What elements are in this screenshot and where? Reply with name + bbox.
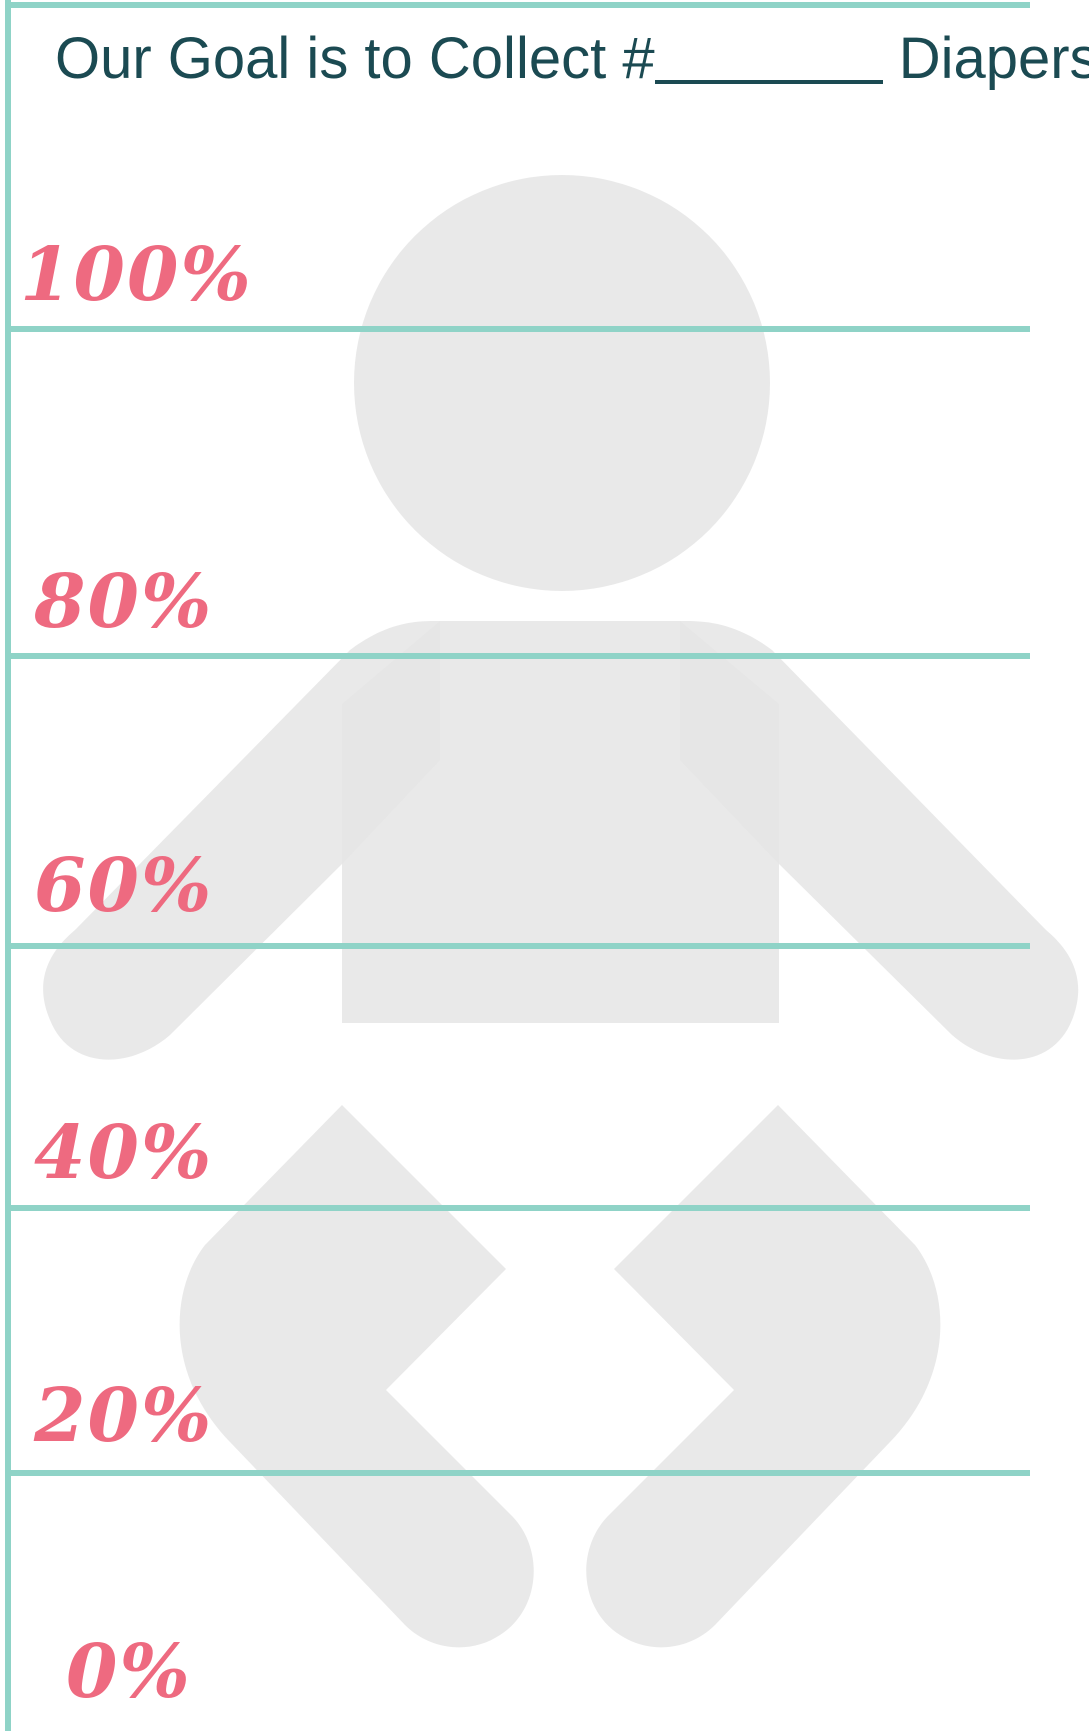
percent-label-0: 0% bbox=[66, 1629, 192, 1715]
percent-label-80: 80% bbox=[34, 559, 214, 645]
goal-heading-suffix: Diapers bbox=[898, 26, 1089, 91]
baby-left-arm bbox=[43, 620, 441, 1060]
baby-torso bbox=[342, 621, 779, 1023]
goal-heading: Our Goal is to Collect # Diapers bbox=[55, 24, 1089, 94]
percent-label-20: 20% bbox=[34, 1373, 214, 1459]
baby-right-leg bbox=[586, 1105, 941, 1648]
percent-label-100: 100% bbox=[20, 232, 253, 318]
baby-head bbox=[354, 175, 770, 591]
goal-heading-prefix: Our Goal is to Collect # bbox=[55, 26, 655, 91]
percent-label-60: 60% bbox=[34, 843, 214, 929]
percent-label-40: 40% bbox=[34, 1110, 214, 1196]
baby-right-arm bbox=[680, 620, 1079, 1060]
baby-left-leg bbox=[179, 1105, 534, 1648]
goal-number-blank bbox=[654, 26, 883, 84]
